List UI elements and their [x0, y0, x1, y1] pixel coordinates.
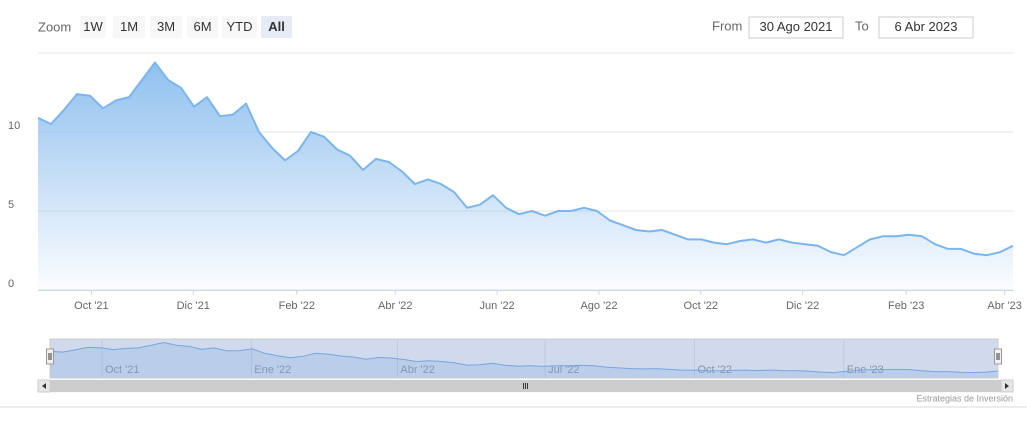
navigator-tick-label: Ene '22 [254, 364, 291, 376]
zoom-label: Zoom [38, 19, 71, 34]
navigator-tick-label: Oct '22 [697, 364, 732, 376]
x-tick-label: Feb '22 [279, 300, 315, 312]
from-value[interactable]: 30 Ago 2021 [759, 19, 832, 34]
zoom-button[interactable] [113, 16, 145, 38]
x-tick-label: Ago '22 [580, 300, 617, 312]
zoom-button[interactable] [150, 16, 182, 38]
y-tick-label: 0 [8, 278, 14, 290]
zoom-button[interactable] [187, 16, 218, 38]
from-input[interactable] [748, 16, 844, 39]
x-tick-label: Jun '22 [480, 300, 515, 312]
zoom-button[interactable] [222, 16, 257, 38]
navigator-tick-label: Oct '21 [105, 364, 140, 376]
navigator-area [50, 342, 998, 378]
to-value[interactable]: 6 Abr 2023 [895, 19, 958, 34]
navigator-handle[interactable] [46, 348, 54, 365]
scrollbar-arrow [1005, 383, 1009, 389]
y-tick-label: 5 [8, 199, 14, 211]
credit[interactable]: Estrategias de Inversión [916, 393, 1013, 403]
zoom-button-label[interactable]: 1W [83, 19, 103, 34]
x-tick-label: Dic '21 [177, 300, 210, 312]
to-input[interactable] [878, 16, 974, 39]
x-tick-label: Abr '23 [987, 300, 1022, 312]
x-tick-label: Dic '22 [786, 300, 819, 312]
zoom-button-label[interactable]: All [268, 19, 285, 34]
x-tick-label: Abr '22 [378, 300, 413, 312]
x-tick-label: Oct '22 [684, 300, 719, 312]
navigator-tick-label: Abr '22 [400, 364, 435, 376]
scrollbar-arrow [42, 383, 46, 389]
zoom-button-label[interactable]: YTD [227, 19, 253, 34]
zoom-button-label[interactable]: 3M [157, 19, 175, 34]
zoom-button-label[interactable]: 6M [193, 19, 211, 34]
y-tick-label: 10 [8, 120, 20, 132]
zoom-button[interactable] [80, 16, 106, 38]
zoom-button[interactable] [261, 16, 292, 38]
x-tick-label: Feb '23 [888, 300, 924, 312]
navigator-mask[interactable] [49, 338, 999, 379]
from-label: From [712, 18, 742, 33]
area-line [37, 61, 1014, 257]
navigator-tick-label: Jul '22 [548, 364, 579, 376]
navigator-line [49, 341, 999, 374]
area-fill [38, 62, 1013, 290]
navigator-handle[interactable] [994, 348, 1002, 365]
x-tick-label: Oct '21 [74, 300, 109, 312]
zoom-button-label[interactable]: 1M [120, 19, 138, 34]
to-label: To [855, 18, 869, 33]
